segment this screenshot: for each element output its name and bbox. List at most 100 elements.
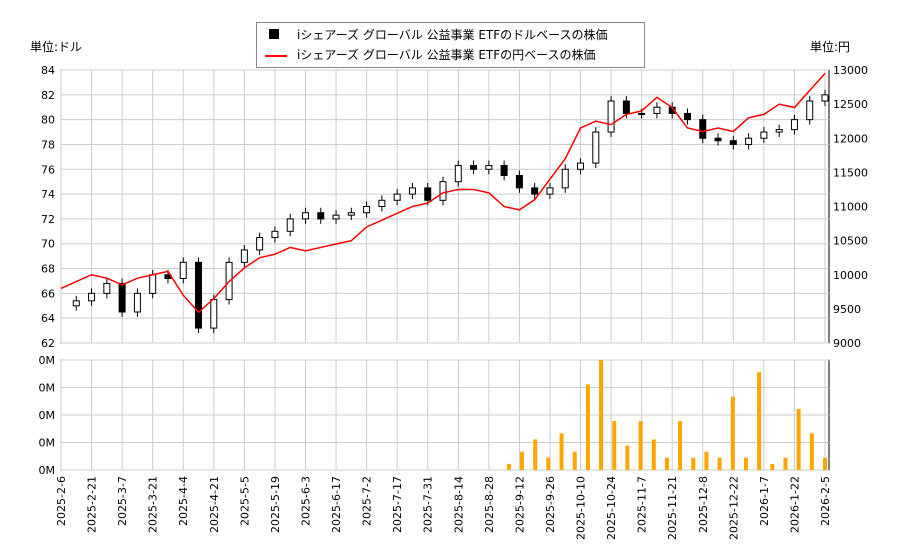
left-tick-label: 68 bbox=[41, 263, 55, 276]
legend-line-icon bbox=[265, 54, 287, 57]
right-tick-label: 11500 bbox=[833, 166, 868, 179]
candle bbox=[332, 214, 340, 220]
left-tick-label: 70 bbox=[41, 238, 55, 251]
candle bbox=[775, 129, 783, 133]
left-unit: 単位:ドル bbox=[30, 40, 83, 54]
right-tick-label: 9000 bbox=[833, 337, 861, 350]
candle bbox=[347, 212, 355, 216]
x-tick-label: 2026-1-22 bbox=[788, 476, 801, 533]
volume-bar bbox=[638, 421, 643, 470]
x-tick-label: 2025-6-3 bbox=[299, 476, 312, 526]
x-tick-label: 2025-2-21 bbox=[86, 476, 99, 533]
left-tick-label: 82 bbox=[41, 89, 55, 102]
volume-bar bbox=[809, 433, 814, 470]
volume-bar bbox=[520, 451, 525, 470]
volume-bar bbox=[625, 445, 630, 470]
x-tick-label: 2025-10-24 bbox=[605, 476, 618, 540]
left-tick-label: 74 bbox=[41, 188, 55, 201]
left-tick-label: 76 bbox=[41, 163, 55, 176]
candle bbox=[424, 187, 432, 201]
volume-bar bbox=[743, 457, 748, 470]
legend-label: iシェアーズ グローバル 公益事業 ETFのドルベースの株価 bbox=[297, 28, 608, 42]
candle bbox=[256, 237, 264, 251]
volume-tick-label: 0M bbox=[39, 382, 56, 395]
left-tick-label: 84 bbox=[41, 64, 55, 77]
candle bbox=[821, 94, 829, 102]
legend-item-usd: iシェアーズ グローバル 公益事業 ETFのドルベースの株価 bbox=[265, 25, 608, 45]
volume-bar bbox=[559, 433, 564, 470]
candle bbox=[149, 274, 157, 294]
left-tick-label: 66 bbox=[41, 287, 55, 300]
candle bbox=[133, 292, 141, 313]
candle bbox=[470, 165, 478, 170]
volume-bar bbox=[533, 439, 538, 470]
candle bbox=[683, 112, 691, 121]
candle bbox=[408, 187, 416, 195]
candle bbox=[179, 261, 187, 279]
volume-bar bbox=[691, 457, 696, 470]
candle bbox=[378, 199, 386, 208]
candle bbox=[760, 131, 768, 139]
volume-bar bbox=[664, 457, 669, 470]
candle bbox=[393, 193, 401, 201]
candle bbox=[607, 100, 615, 133]
x-tick-label: 2025-8-14 bbox=[452, 476, 465, 533]
x-tick-label: 2025-9-26 bbox=[544, 476, 557, 533]
x-tick-label: 2025-9-12 bbox=[513, 476, 526, 533]
x-tick-label: 2025-11-7 bbox=[636, 476, 649, 533]
x-tick-label: 2025-12-8 bbox=[697, 476, 710, 533]
left-tick-label: 62 bbox=[41, 337, 55, 350]
volume-bar bbox=[717, 457, 722, 470]
candle bbox=[485, 165, 493, 170]
volume-bar bbox=[585, 384, 590, 470]
candle bbox=[271, 230, 279, 239]
x-tick-label: 2025-3-7 bbox=[116, 476, 129, 526]
candle bbox=[546, 187, 554, 195]
volume-bar bbox=[757, 372, 762, 470]
jpy-line bbox=[60, 72, 826, 314]
candle bbox=[622, 100, 630, 114]
right-tick-label: 13000 bbox=[833, 64, 868, 77]
x-tick-label: 2025-11-21 bbox=[666, 476, 679, 540]
candle bbox=[301, 212, 309, 220]
left-tick-label: 64 bbox=[41, 312, 55, 325]
volume-bar bbox=[612, 421, 617, 470]
x-tick-label: 2026-1-7 bbox=[758, 476, 771, 526]
candle bbox=[317, 212, 325, 220]
volume-bar bbox=[823, 457, 827, 470]
candle bbox=[699, 119, 707, 139]
x-tick-label: 2026-2-5 bbox=[819, 476, 832, 526]
candle bbox=[240, 249, 248, 263]
candle bbox=[790, 119, 798, 131]
right-tick-label: 9500 bbox=[833, 303, 861, 316]
candle bbox=[806, 100, 814, 121]
volume-tick-label: 0M bbox=[39, 409, 56, 422]
volume-bar bbox=[730, 396, 735, 470]
right-tick-label: 12000 bbox=[833, 132, 868, 145]
legend-square-icon bbox=[269, 29, 279, 39]
candle bbox=[745, 137, 753, 145]
candle bbox=[577, 162, 585, 170]
candle bbox=[88, 292, 96, 302]
volume-bar bbox=[546, 457, 551, 470]
candle bbox=[439, 181, 447, 201]
x-tick-label: 2025-6-17 bbox=[330, 476, 343, 533]
x-tick-label: 2025-7-17 bbox=[391, 476, 404, 533]
left-tick-label: 72 bbox=[41, 213, 55, 226]
x-tick-label: 2025-4-4 bbox=[177, 476, 190, 526]
candle bbox=[592, 131, 600, 164]
candle bbox=[714, 137, 722, 142]
x-tick-label: 2025-10-10 bbox=[575, 476, 588, 540]
candle bbox=[638, 112, 646, 115]
legend-item-jpy: iシェアーズ グローバル 公益事業 ETFの円ベースの株価 bbox=[265, 45, 596, 65]
volume-bar bbox=[796, 408, 801, 470]
x-tick-label: 2025-4-21 bbox=[208, 476, 221, 533]
left-tick-label: 78 bbox=[41, 138, 55, 151]
candle bbox=[195, 261, 203, 329]
candle bbox=[515, 174, 523, 189]
right-tick-label: 12500 bbox=[833, 98, 868, 111]
candle bbox=[118, 282, 126, 313]
candle bbox=[363, 206, 371, 214]
candle bbox=[653, 106, 661, 114]
